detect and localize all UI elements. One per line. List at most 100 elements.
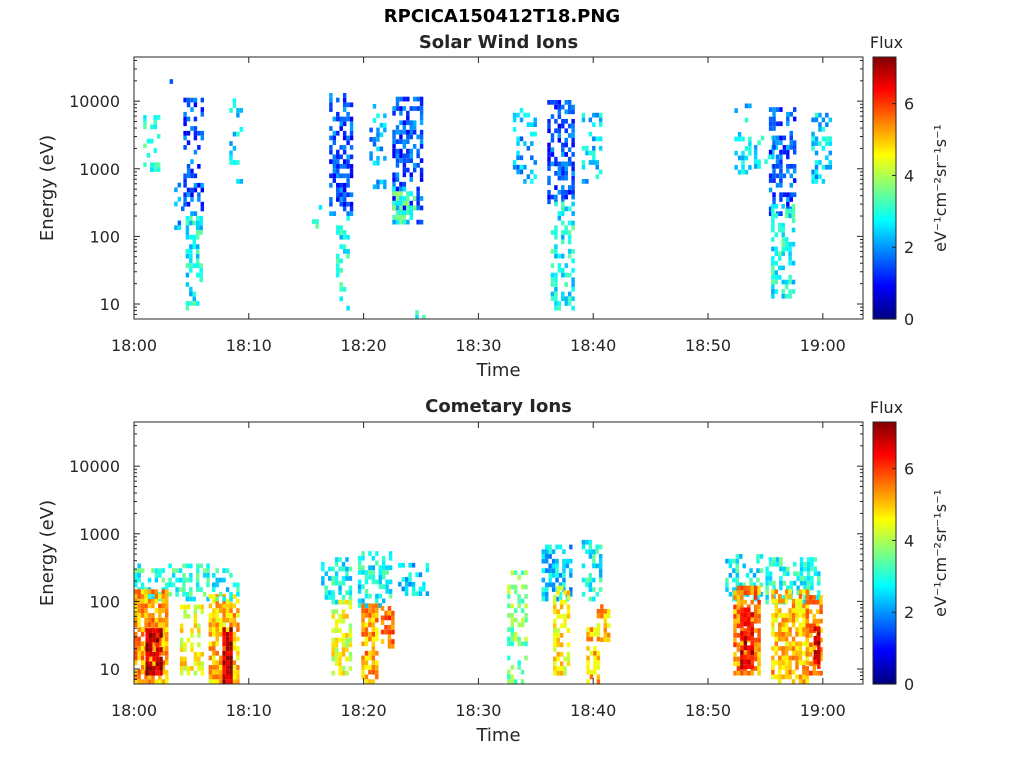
heatmap-cell [395, 210, 400, 216]
heatmap-cell [155, 647, 160, 652]
heatmap-cell [348, 566, 353, 572]
heatmap-cell [208, 631, 213, 637]
heatmap-cell [795, 655, 799, 661]
heatmap-cell [554, 244, 558, 250]
heatmap-cell [229, 646, 233, 651]
heatmap-cell [208, 613, 213, 618]
heatmap-cell [392, 172, 396, 178]
heatmap-cell [164, 594, 169, 599]
heatmap-cell [747, 659, 751, 665]
heatmap-cell [788, 660, 792, 666]
heatmap-cell [338, 585, 342, 591]
colorbar-segment [873, 461, 896, 465]
heatmap-cell [740, 631, 744, 636]
colorbar-segment [873, 124, 896, 128]
heatmap-cell [598, 145, 603, 151]
heatmap-cell [164, 613, 169, 618]
heatmap-cell [185, 301, 190, 306]
heatmap-cell [753, 656, 758, 662]
heatmap-cell [329, 211, 333, 217]
heatmap-cell [192, 220, 196, 226]
heatmap-cell [197, 623, 201, 629]
heatmap-cell [348, 595, 353, 600]
heatmap-cell [788, 674, 792, 680]
heatmap-cell [556, 642, 560, 648]
heatmap-cell [561, 175, 565, 181]
heatmap-cell [218, 660, 223, 666]
heatmap-cell [192, 244, 196, 250]
heatmap-cell [556, 670, 560, 676]
heatmap-cell [571, 258, 575, 264]
heatmap-cell [733, 642, 737, 648]
heatmap-cell [164, 674, 169, 680]
heatmap-cell [193, 656, 198, 662]
heatmap-cell [805, 623, 810, 629]
heatmap-cell [409, 210, 413, 216]
heatmap-cell [817, 631, 821, 636]
heatmap-cell [225, 568, 230, 573]
heatmap-cell [563, 614, 567, 619]
heatmap-cell [606, 637, 611, 643]
heatmap-cell [768, 211, 773, 217]
heatmap-cell [567, 100, 572, 105]
heatmap-cell [791, 241, 796, 247]
heatmap-cell [419, 139, 424, 145]
heatmap-cell [147, 617, 152, 623]
heatmap-cell [225, 646, 230, 651]
colorbar-segment [873, 207, 896, 211]
heatmap-cell [331, 595, 335, 600]
heatmap-cell [828, 141, 833, 146]
heatmap-cell [791, 279, 796, 285]
colorbar-segment [873, 520, 896, 524]
heatmap-cell [779, 140, 783, 146]
heatmap-cell [562, 587, 566, 592]
heatmap-cell [828, 160, 833, 165]
heatmap-cell [779, 585, 783, 591]
heatmap-cell [779, 163, 783, 169]
colorbar-segment [873, 627, 896, 631]
heatmap-cell [812, 670, 816, 676]
heatmap-cell [349, 201, 354, 207]
heatmap-cell [161, 594, 165, 599]
heatmap-cell [401, 577, 405, 582]
heatmap-cell [158, 650, 162, 656]
heatmap-cell [585, 539, 589, 545]
heatmap-cell [412, 129, 417, 135]
heatmap-cell [799, 571, 804, 577]
heatmap-cell [357, 570, 362, 575]
heatmap-cell [334, 647, 339, 652]
heatmap-cell [321, 576, 325, 581]
heatmap-cell [342, 197, 347, 202]
heatmap-cell [561, 201, 565, 207]
colorbar-segment [873, 260, 896, 263]
heatmap-cell [747, 645, 751, 651]
heatmap-cell [148, 666, 153, 671]
heatmap-cell [589, 669, 594, 675]
heatmap-cell [331, 590, 335, 596]
heatmap-cell [368, 655, 372, 661]
heatmap-cell [161, 622, 165, 628]
colorbar-segment [873, 570, 896, 574]
heatmap-cell [784, 598, 789, 604]
plot-frame [133, 56, 864, 320]
heatmap-cell [788, 665, 792, 670]
heatmap-cell [404, 586, 409, 592]
heatmap-cell [788, 589, 792, 595]
heatmap-cell [588, 544, 593, 550]
heatmap-cell [137, 577, 141, 583]
colorbar-segment [873, 491, 896, 495]
heatmap-cell [741, 165, 745, 170]
heatmap-cell [809, 595, 813, 600]
heatmap-cell [342, 163, 347, 169]
heatmap-cell [183, 661, 187, 667]
heatmap-cell [557, 263, 562, 268]
heatmap-cell [799, 566, 804, 572]
heatmap-cell [348, 590, 353, 596]
heatmap-cell [208, 627, 213, 632]
heatmap-cell [348, 628, 353, 633]
heatmap-cell [772, 561, 776, 567]
heatmap-cell [329, 197, 333, 202]
heatmap-cell [555, 558, 559, 564]
heatmap-cell [743, 616, 748, 622]
heatmap-cell [547, 100, 551, 105]
